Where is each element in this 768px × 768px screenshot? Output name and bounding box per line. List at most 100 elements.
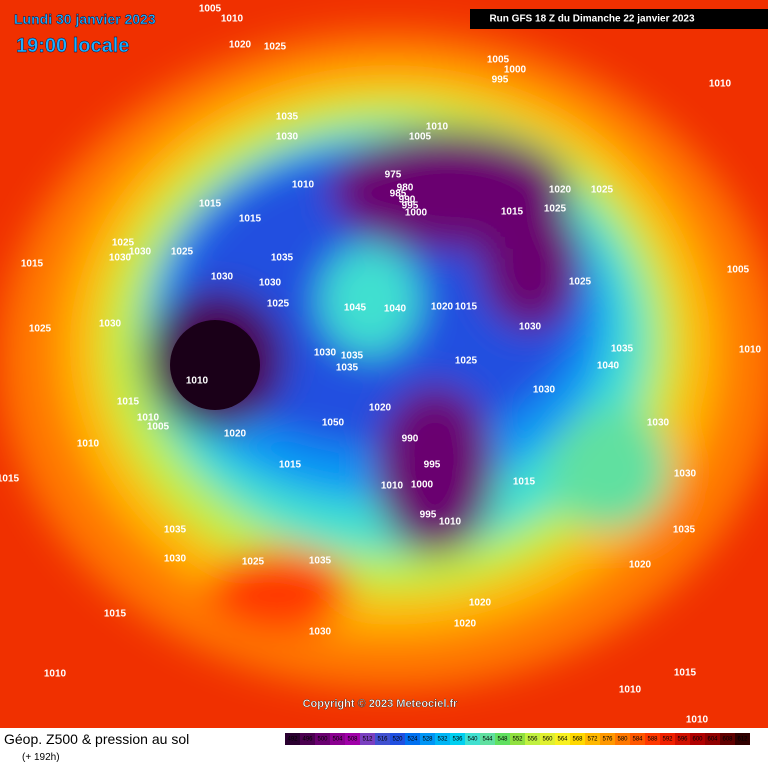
isobar-label: 1035	[341, 351, 364, 362]
run-info: Run GFS 18 Z du Dimanche 22 janvier 2023	[489, 14, 695, 25]
scale-label: 564	[557, 737, 568, 743]
isobar-label: 1030	[314, 348, 337, 359]
isobar-label: 1030	[276, 132, 299, 143]
scale-swatch	[360, 733, 375, 745]
scale-label: 556	[527, 737, 538, 743]
isobar-label: 1035	[164, 525, 187, 536]
isobar-label: 1020	[629, 560, 652, 571]
scale-swatch	[435, 733, 450, 745]
scale-label: 584	[632, 737, 643, 743]
isobar-label: 1005	[409, 132, 432, 143]
scale-label: 608	[722, 737, 733, 743]
isobar-label: 1005	[199, 4, 222, 15]
isobar-label: 1010	[686, 715, 709, 726]
scale-swatch	[300, 733, 315, 745]
scale-swatch	[585, 733, 600, 745]
isobar-label: 1050	[322, 418, 345, 429]
isobar-label: 1015	[674, 668, 697, 679]
forecast-time: 19:00 locale	[16, 35, 129, 57]
scale-label: 492	[287, 737, 298, 743]
isobar-label: 1025	[544, 204, 567, 215]
scale-swatch	[540, 733, 555, 745]
isobar-label: 1010	[77, 439, 100, 450]
isobar-label: 1015	[455, 302, 478, 313]
isobar-label: 1000	[504, 65, 527, 76]
scale-label: 504	[332, 737, 343, 743]
isobar-label: 1010	[292, 180, 315, 191]
isobar-label: 1025	[112, 238, 135, 249]
scale-label: 576	[602, 737, 613, 743]
scale-swatch	[615, 733, 630, 745]
scale-swatch	[345, 733, 360, 745]
scale-swatch	[735, 733, 750, 745]
isobar-label: 990	[402, 434, 419, 445]
isobar-label: 1010	[739, 345, 762, 356]
scale-swatch	[450, 733, 465, 745]
isobar-label: 1040	[597, 361, 620, 372]
scale-label: 500	[317, 737, 328, 743]
scale-label: 496	[302, 737, 313, 743]
isobar-label: 1010	[709, 79, 732, 90]
isobar-label: 1015	[199, 199, 222, 210]
isobar-label: 1015	[21, 259, 44, 270]
isobar-label: 1035	[309, 556, 332, 567]
isobar-label: 1030	[647, 418, 670, 429]
scale-label: 540	[467, 737, 478, 743]
scale-label: 568	[572, 737, 583, 743]
isobar-label: 1045	[344, 303, 367, 314]
isobar-label: 1035	[276, 112, 299, 123]
scale-swatch	[315, 733, 330, 745]
isobar-label: 1005	[487, 55, 510, 66]
isobar-label: 1020	[229, 40, 252, 51]
scale-swatch	[645, 733, 660, 745]
isobar-label: 1005	[147, 422, 170, 433]
scale-swatch	[525, 733, 540, 745]
scale-swatch	[390, 733, 405, 745]
isobar-label: 1015	[0, 474, 20, 485]
scale-swatch	[570, 733, 585, 745]
scale-swatch	[465, 733, 480, 745]
scale-label: 528	[422, 737, 433, 743]
isobar-label: 995	[420, 510, 437, 521]
isobar-label: 975	[385, 170, 402, 181]
isobar-label: 1020	[431, 302, 454, 313]
isobar-label: 1010	[439, 517, 462, 528]
scale-label: 580	[617, 737, 628, 743]
isobar-label: 1025	[242, 557, 265, 568]
isobar-label: 1035	[673, 525, 696, 536]
isobar-label: 995	[402, 201, 419, 212]
scale-label: 572	[587, 737, 598, 743]
scale-label: 600	[692, 737, 703, 743]
scale-swatch	[405, 733, 420, 745]
scale-swatch	[495, 733, 510, 745]
isobar-label: 1010	[221, 14, 244, 25]
scale-swatch	[555, 733, 570, 745]
scale-label: 512	[362, 737, 373, 743]
map-background	[0, 0, 768, 728]
scale-swatch	[285, 733, 300, 745]
scale-label: 544	[482, 737, 493, 743]
isobar-label: 1010	[186, 376, 209, 387]
scale-swatch	[330, 733, 345, 745]
isobar-label: 995	[424, 460, 441, 471]
isobar-label: 1020	[369, 403, 392, 414]
isobar-label: 1010	[619, 685, 642, 696]
isobar-label: 1030	[259, 278, 282, 289]
scale-label: 548	[497, 737, 508, 743]
scale-swatch	[480, 733, 495, 745]
isobar-label: 980	[397, 183, 414, 194]
isobar-label: 1025	[591, 185, 614, 196]
scale-swatch	[720, 733, 735, 745]
footer-lead: (+ 192h)	[22, 752, 60, 763]
isobar-label: 1025	[455, 356, 478, 367]
isobar-label: 1020	[454, 619, 477, 630]
isobar-label: 1015	[239, 214, 262, 225]
scale-label: 552	[512, 737, 523, 743]
isobar-label: 1025	[264, 42, 287, 53]
scale-label: 588	[647, 737, 658, 743]
isobar-label: 1020	[549, 185, 572, 196]
isobar-label: 1030	[519, 322, 542, 333]
